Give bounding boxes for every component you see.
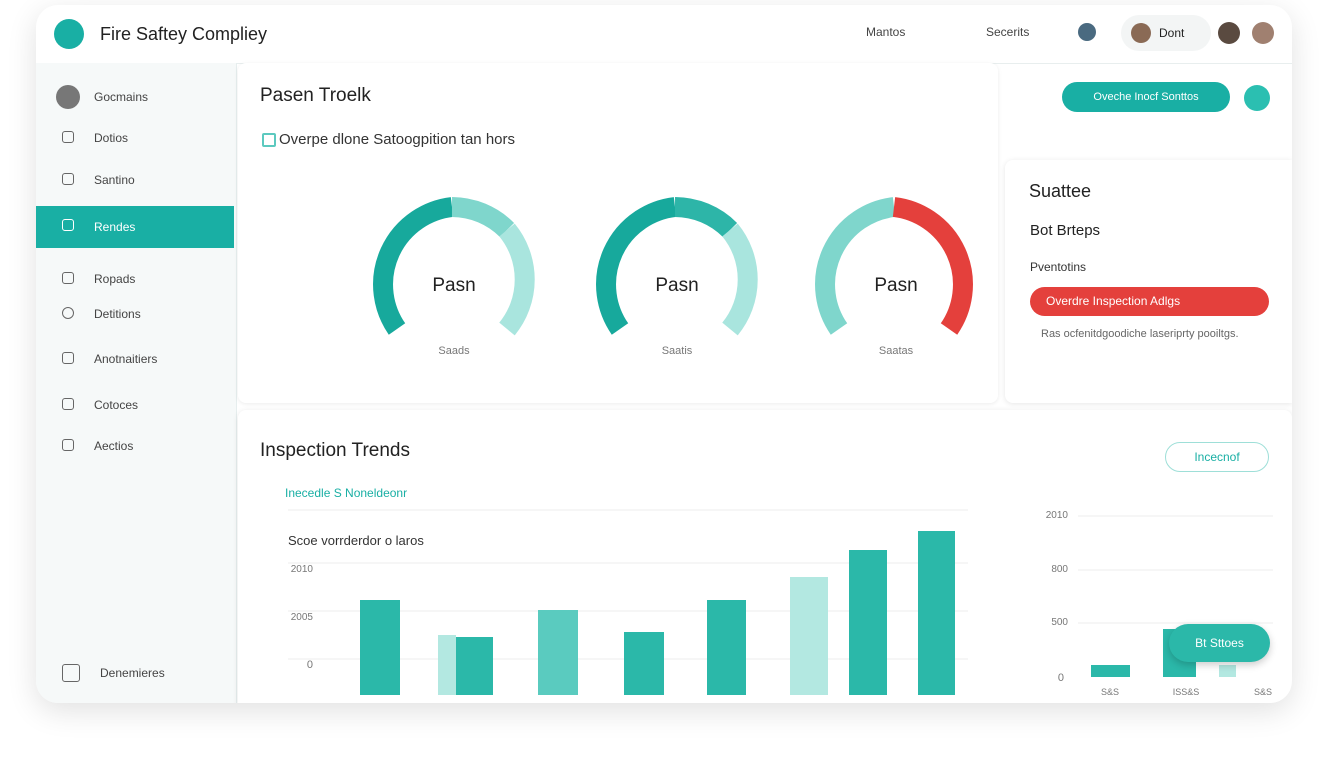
nav-link[interactable]: Mantos xyxy=(866,25,906,39)
bar xyxy=(1091,665,1130,677)
bar xyxy=(918,531,955,695)
user-name: Dont xyxy=(1159,26,1185,40)
chart-title: Scoe vorrderdor o laros xyxy=(288,533,424,548)
nav-label: Santino xyxy=(94,173,135,187)
trends-panel: Inspection Trends Incecnof Inecedle S No… xyxy=(238,410,1292,703)
gauge-arc xyxy=(451,197,515,238)
avatar xyxy=(1131,23,1151,43)
x-tick-label: S&S xyxy=(1101,687,1119,697)
trend-chart: Scoe vorrderdor o laros 2010 2005 0 0 20… xyxy=(288,509,1273,703)
notification[interactable] xyxy=(1078,23,1096,41)
nav-label: Gocmains xyxy=(94,90,149,104)
gauges: Pasn Saads Pasn Saatis Pasn Saatas xyxy=(373,197,973,357)
bar xyxy=(707,600,746,695)
logo xyxy=(54,19,84,49)
filter-button[interactable]: Incecnof xyxy=(1165,442,1269,472)
gauge-arc xyxy=(722,223,758,336)
nav-label: Cotoces xyxy=(94,398,139,412)
x-tick-label: ISS&S xyxy=(1173,687,1200,697)
panel-subtitle: Bot Brteps xyxy=(1030,222,1101,239)
y-tick-label: 800 xyxy=(1051,564,1068,575)
nav-item[interactable]: Gocmains xyxy=(36,77,234,117)
gauge-arc xyxy=(892,197,973,335)
gauge: Pasn Saatas xyxy=(815,197,973,357)
chart-legend: Inecedle S Noneldeonr xyxy=(285,486,408,500)
y-tick-label: 0 xyxy=(1058,672,1064,684)
icon-button[interactable] xyxy=(1244,85,1270,111)
sidebar: Gocmains Dotios Santino Rendes Ropads De… xyxy=(36,63,237,703)
y-tick-label: 0 xyxy=(307,702,313,703)
bars xyxy=(360,531,955,695)
floating-button[interactable]: Bt Sttoes xyxy=(1169,624,1270,662)
bar xyxy=(538,610,578,695)
app-title: Fire Saftey Compliey xyxy=(100,24,268,44)
nav-item[interactable]: Aectios xyxy=(36,426,234,466)
gauge-label: Pasn xyxy=(874,275,917,296)
nav-item[interactable]: Dotios xyxy=(36,118,234,158)
nav-label: Rendes xyxy=(94,220,136,234)
status-panel: Suattee Bot Brteps Pventotins Overdre In… xyxy=(1005,160,1292,403)
gauge-caption: Saatis xyxy=(662,345,693,357)
primary-button[interactable]: Oveche Inocf Sonttos xyxy=(1062,82,1230,112)
x-tick-label: S&S xyxy=(1254,687,1272,697)
alert-note: Ras ocfenitdgoodiche laseriprty pooiltgs… xyxy=(1041,328,1239,340)
bar xyxy=(456,637,493,695)
gauge: Pasn Saatis xyxy=(596,197,758,357)
user-chip[interactable]: Dont xyxy=(1121,15,1211,51)
nav-item[interactable]: Detitions xyxy=(36,294,234,334)
bar xyxy=(624,632,664,695)
nav-label: Denemieres xyxy=(100,666,165,680)
gauge-arc xyxy=(499,223,535,336)
y-tick-label: 2010 xyxy=(1046,510,1069,521)
panel-subtitle: Overpe dlone Satoogpition tan hors xyxy=(279,131,515,148)
avatar xyxy=(1218,22,1240,44)
nav-label: Ropads xyxy=(94,272,136,286)
nav-label: Detitions xyxy=(94,307,141,321)
app-window: Fire Saftey Compliey Mantos Secerits Don… xyxy=(36,5,1292,703)
panel-title: Pasen Troelk xyxy=(260,85,371,106)
y-tick-label: 2005 xyxy=(291,612,314,623)
bar xyxy=(1219,665,1236,677)
gauge-arc xyxy=(373,197,454,335)
alert-pill[interactable]: Overdre Inspection Adlgs xyxy=(1030,287,1269,316)
nav-label: Anotnaitiers xyxy=(94,352,158,366)
y-tick-label: 2010 xyxy=(291,564,314,575)
gauge-caption: Saads xyxy=(438,345,470,357)
nav-item[interactable]: Anotnaitiers xyxy=(36,339,234,379)
checkbox[interactable] xyxy=(262,133,276,147)
nav-label: Aectios xyxy=(94,439,134,453)
gauge-label: Pasn xyxy=(432,275,475,296)
panel-title: Suattee xyxy=(1029,181,1092,201)
bar xyxy=(438,635,456,695)
nav-item[interactable]: Santino xyxy=(36,160,234,200)
y-tick-label: 500 xyxy=(1051,617,1068,628)
nav-item[interactable]: Ropads xyxy=(36,259,234,299)
nav-item[interactable]: Denemieres xyxy=(36,653,234,693)
gauge-caption: Saatas xyxy=(879,345,914,357)
bar xyxy=(849,550,887,695)
section-label: Pventotins xyxy=(1030,260,1087,274)
panel-title: Inspection Trends xyxy=(260,440,410,461)
header: Fire Saftey Compliey Mantos Secerits Don… xyxy=(36,5,1292,64)
nav-item[interactable]: Cotoces xyxy=(36,385,234,425)
nav-item[interactable]: Rendes xyxy=(36,206,234,248)
y-tick-label: 0 xyxy=(307,659,313,671)
gauge: Pasn Saads xyxy=(373,197,535,357)
gauge-label: Pasn xyxy=(655,275,698,296)
gauge-arc xyxy=(674,197,738,238)
nav-link[interactable]: Secerits xyxy=(986,25,1030,39)
bar xyxy=(360,600,400,695)
gauge-arc xyxy=(815,197,896,335)
avatar xyxy=(1252,22,1274,44)
bar xyxy=(790,577,828,695)
gauge-arc xyxy=(596,197,677,335)
nav-label: Dotios xyxy=(94,131,129,145)
